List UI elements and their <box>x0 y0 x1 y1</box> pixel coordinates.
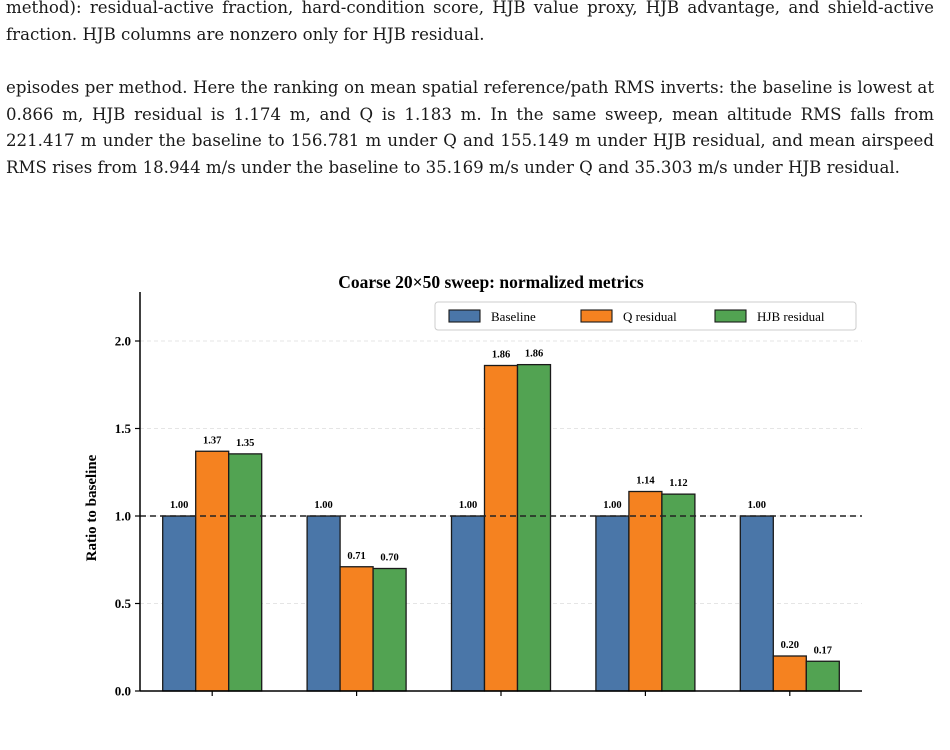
data-label: 1.00 <box>603 500 621 511</box>
paragraph-text: method): residual-active fraction, hard-… <box>6 0 934 44</box>
legend-label: Q residual <box>623 309 677 324</box>
legend-label: HJB residual <box>757 309 825 324</box>
intro-paragraph: method): residual-active fraction, hard-… <box>6 0 934 48</box>
data-label: 1.86 <box>492 350 510 361</box>
data-label: 1.35 <box>236 438 254 449</box>
bar <box>483 364 519 692</box>
chart-title: Coarse 20×50 sweep: normalized metrics <box>338 272 644 292</box>
bar <box>372 567 407 692</box>
bar <box>628 490 663 692</box>
bar <box>772 655 807 692</box>
bar <box>228 453 263 692</box>
data-label: 0.20 <box>781 640 799 651</box>
y-tick-label: 0.0 <box>115 684 131 699</box>
data-label: 1.00 <box>170 500 188 511</box>
data-label: 1.12 <box>669 478 687 489</box>
x-tick-label: Alt. <box>346 701 367 702</box>
y-tick-label: 2.0 <box>115 334 131 349</box>
data-label: 1.00 <box>314 500 332 511</box>
data-label: 1.14 <box>636 476 655 487</box>
data-label: 1.00 <box>459 500 477 511</box>
bar <box>661 493 696 692</box>
legend-swatch <box>580 309 613 323</box>
plot-area: 0.0 0.5 1.0 1.5 2.0 1.00 1.37 1.35 Ref. 1.00 0.71 0… <box>115 292 862 702</box>
x-tick-label: Ref. <box>200 701 224 702</box>
bar <box>306 515 341 692</box>
paragraph-text: episodes per method. Here the ranking on… <box>6 78 934 177</box>
x-tick-label: Airspeed <box>475 701 527 702</box>
x-tick-label: Viol. <box>776 701 803 702</box>
data-label: 1.00 <box>748 500 766 511</box>
bar <box>595 515 630 692</box>
bar <box>516 363 552 692</box>
results-paragraph: episodes per method. Here the ranking on… <box>6 75 934 181</box>
bar <box>339 566 374 692</box>
legend-swatch <box>714 309 747 323</box>
y-tick-label: 1.5 <box>115 421 132 436</box>
data-label: 1.86 <box>525 349 543 360</box>
data-label: 1.37 <box>203 435 221 446</box>
y-axis-label: Ratio to baseline <box>84 454 100 561</box>
bar <box>805 660 840 692</box>
data-label: 0.70 <box>380 553 398 564</box>
bar <box>450 515 486 692</box>
bar-chart: Coarse 20×50 sweep: normalized metrics R… <box>84 272 862 702</box>
bar <box>195 450 230 692</box>
x-tick-label: Energy <box>624 701 666 702</box>
y-tick-label: 1.0 <box>115 509 131 524</box>
data-label: 0.71 <box>347 551 365 562</box>
legend <box>434 301 857 331</box>
legend-swatch <box>448 309 481 323</box>
bar <box>162 515 197 692</box>
y-tick-label: 0.5 <box>115 596 132 611</box>
legend-label: Baseline <box>491 309 536 324</box>
data-label: 0.17 <box>814 645 832 656</box>
bar <box>739 515 774 692</box>
